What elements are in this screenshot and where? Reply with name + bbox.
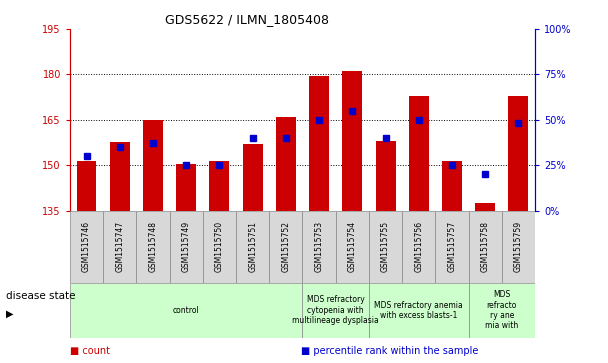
Bar	[136, 211, 170, 283]
Text: GSM1515746: GSM1515746	[82, 221, 91, 272]
Bar	[143, 120, 163, 211]
Text: MDS refractory anemia
with excess blasts-1: MDS refractory anemia with excess blasts…	[375, 301, 463, 320]
Bar	[276, 117, 296, 211]
Text: GSM1515754: GSM1515754	[348, 221, 357, 272]
Text: disease state: disease state	[6, 291, 75, 301]
Bar	[376, 141, 395, 211]
Text: GSM1515747: GSM1515747	[116, 221, 124, 272]
Bar	[309, 76, 329, 211]
Bar	[70, 211, 103, 283]
Bar	[203, 211, 236, 283]
Bar	[302, 211, 336, 283]
Bar	[209, 160, 229, 211]
Bar	[70, 283, 302, 338]
Text: control: control	[173, 306, 199, 315]
Text: GSM1515750: GSM1515750	[215, 221, 224, 272]
Bar	[236, 211, 269, 283]
Text: GSM1515749: GSM1515749	[182, 221, 191, 272]
Bar	[110, 143, 130, 211]
Bar	[502, 211, 535, 283]
Bar	[469, 283, 535, 338]
Text: GSM1515758: GSM1515758	[481, 221, 489, 272]
Text: GSM1515759: GSM1515759	[514, 221, 523, 272]
Text: MDS refractory
cytopenia with
multilineage dysplasia: MDS refractory cytopenia with multilinea…	[292, 295, 379, 325]
Bar	[369, 211, 402, 283]
Text: GSM1515752: GSM1515752	[282, 221, 291, 272]
Bar	[269, 211, 302, 283]
Bar	[435, 211, 469, 283]
Bar	[176, 164, 196, 211]
Bar	[243, 144, 263, 211]
Bar	[103, 211, 136, 283]
Bar	[302, 283, 369, 338]
Bar	[469, 211, 502, 283]
Bar	[409, 95, 429, 211]
Text: GSM1515755: GSM1515755	[381, 221, 390, 272]
Text: GSM1515756: GSM1515756	[414, 221, 423, 272]
Text: GSM1515748: GSM1515748	[148, 221, 157, 272]
Bar	[442, 160, 462, 211]
Bar	[170, 211, 203, 283]
Bar	[402, 211, 435, 283]
Title: GDS5622 / ILMN_1805408: GDS5622 / ILMN_1805408	[165, 13, 329, 26]
Bar	[336, 211, 369, 283]
Bar	[508, 95, 528, 211]
Text: GSM1515751: GSM1515751	[248, 221, 257, 272]
Bar	[369, 283, 469, 338]
Text: MDS
refracto
ry ane
mia with: MDS refracto ry ane mia with	[485, 290, 519, 330]
Text: GSM1515753: GSM1515753	[314, 221, 323, 272]
Bar	[475, 203, 495, 211]
Text: GSM1515757: GSM1515757	[447, 221, 457, 272]
Bar	[342, 72, 362, 211]
Text: ■ count: ■ count	[70, 346, 110, 356]
Bar	[77, 160, 97, 211]
Text: ■ percentile rank within the sample: ■ percentile rank within the sample	[301, 346, 478, 356]
Text: ▶: ▶	[6, 309, 13, 319]
